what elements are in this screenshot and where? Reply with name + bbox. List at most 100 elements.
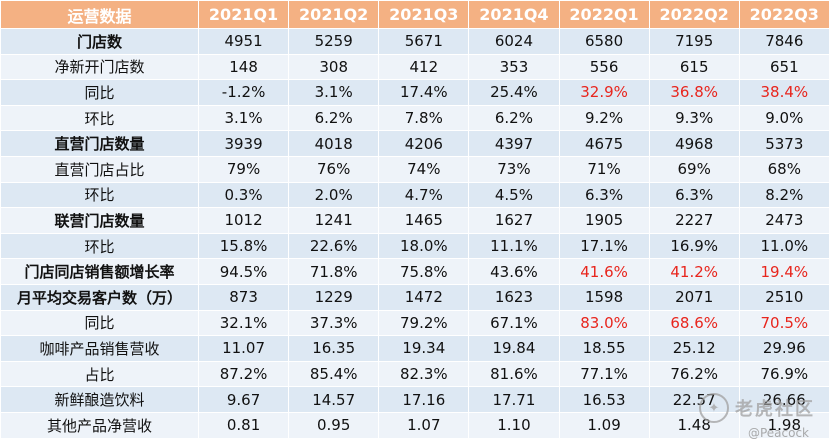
row-label: 同比 (0, 309, 199, 337)
table-cell: 6024 (468, 28, 560, 55)
table-cell: 75.8% (378, 258, 470, 285)
row-label: 其他产品净营收 (0, 411, 199, 439)
table-row: 环比 0.3% 2.0% 4.7% 4.5% 6.3% 6.3% 8.2% (0, 181, 829, 209)
header-quarter: 2022Q1 (558, 0, 650, 29)
table-cell: 71.8% (288, 258, 380, 285)
table-cell: 74% (378, 155, 470, 183)
table-cell: 19.84 (468, 335, 560, 362)
table-cell: 556 (558, 53, 650, 81)
row-label: 净新开门店数 (0, 53, 199, 81)
table-cell: 82.3% (378, 360, 470, 388)
table-cell: 17.1% (558, 232, 650, 260)
row-label: 新鲜酿造饮料 (0, 386, 199, 413)
table-cell: 2.0% (288, 181, 380, 209)
table-row: 环比 3.1% 6.2% 7.8% 6.2% 9.2% 9.3% 9.0% (0, 104, 829, 132)
table-cell: 22.6% (288, 232, 380, 260)
table-cell: 2227 (648, 207, 740, 234)
table-row: 门店数 4951 5259 5671 6024 6580 7195 7846 (0, 28, 829, 55)
table-cell: 9.67 (197, 386, 290, 413)
table-cell: 37.3% (288, 309, 380, 337)
row-label: 环比 (0, 181, 199, 209)
table-cell: 1598 (558, 283, 650, 311)
table-cell: 18.0% (378, 232, 470, 260)
header-quarter: 2021Q4 (468, 0, 560, 29)
table-cell: 76.9% (738, 360, 829, 388)
table-cell: 3939 (197, 130, 290, 157)
table-cell: 2510 (738, 283, 829, 311)
table-cell: 8.2% (738, 181, 829, 209)
table-cell: 17.71 (468, 386, 560, 413)
table-cell: 873 (197, 283, 290, 311)
table-cell: 2473 (738, 207, 829, 234)
table-cell: 4206 (378, 130, 470, 157)
row-label: 占比 (0, 360, 199, 388)
table-cell: 68% (738, 155, 829, 183)
table-cell: 6.2% (288, 104, 380, 132)
row-label: 直营门店占比 (0, 155, 199, 183)
table-cell: 19.4% (738, 258, 829, 285)
table-cell: 19.34 (378, 335, 470, 362)
table-cell: 1623 (468, 283, 560, 311)
table-cell: 5373 (738, 130, 829, 157)
table-row: 咖啡产品销售营收 11.07 16.35 19.34 19.84 18.55 25.12 29… (0, 335, 829, 362)
table-cell: 38.4% (738, 79, 829, 106)
table-row: 同比 32.1% 37.3% 79.2% 67.1% 83.0% 68.6% 70.5% (0, 309, 829, 337)
table-cell: 94.5% (197, 258, 290, 285)
table-row: 月平均交易客户数（万） 873 1229 1472 1623 1598 2071 2510 (0, 283, 829, 311)
table-cell: 9.0% (738, 104, 829, 132)
table-cell: 70.5% (738, 309, 829, 337)
table-cell: 1.98 (738, 411, 829, 439)
row-label: 环比 (0, 104, 199, 132)
row-label: 同比 (0, 79, 199, 106)
table-row: 净新开门店数 148 308 412 353 556 615 651 (0, 53, 829, 81)
table-cell: 1905 (558, 207, 650, 234)
table-cell: 6.3% (648, 181, 740, 209)
table-cell: 6580 (558, 28, 650, 55)
table-cell: 5671 (378, 28, 470, 55)
table-cell: 0.3% (197, 181, 290, 209)
table-row: 门店同店销售额增长率 94.5% 71.8% 75.8% 43.6% 41.6% 41.2%… (0, 258, 829, 285)
table-cell: 412 (378, 53, 470, 81)
table-cell: 353 (468, 53, 560, 81)
table-cell: 148 (197, 53, 290, 81)
table-cell: 9.2% (558, 104, 650, 132)
table-cell: 1.48 (648, 411, 740, 439)
table-cell: 16.53 (558, 386, 650, 413)
table-cell: 1.09 (558, 411, 650, 439)
table-cell: 14.57 (288, 386, 380, 413)
header-quarter: 2021Q2 (288, 0, 380, 29)
table-cell: 1012 (197, 207, 290, 234)
table-cell: 17.4% (378, 79, 470, 106)
header-quarter: 2022Q3 (738, 0, 829, 29)
table-cell: 68.6% (648, 309, 740, 337)
table-cell: 16.9% (648, 232, 740, 260)
table-row: 联营门店数量 1012 1241 1465 1627 1905 2227 2473 (0, 207, 829, 234)
table-cell: 4397 (468, 130, 560, 157)
table-cell: 17.16 (378, 386, 470, 413)
row-label: 月平均交易客户数（万） (0, 283, 199, 311)
table-row: 新鲜酿造饮料 9.67 14.57 17.16 17.71 16.53 22.57 26.66 (0, 386, 829, 413)
table-cell: 7.8% (378, 104, 470, 132)
table-cell: 71% (558, 155, 650, 183)
table-cell: 25.4% (468, 79, 560, 106)
table-cell: 76.2% (648, 360, 740, 388)
table-row: 环比 15.8% 22.6% 18.0% 11.1% 17.1% 16.9% 11.0% (0, 232, 829, 260)
row-label: 门店同店销售额增长率 (0, 258, 199, 285)
table-cell: 3.1% (288, 79, 380, 106)
table-cell: 79.2% (378, 309, 470, 337)
table-row: 其他产品净营收 0.81 0.95 1.07 1.10 1.09 1.48 1.98 (0, 411, 829, 439)
table-cell: 0.81 (197, 411, 290, 439)
table-cell: 15.8% (197, 232, 290, 260)
table-cell: 36.8% (648, 79, 740, 106)
table-body: 门店数 4951 5259 5671 6024 6580 7195 7846 净新开门店数 148… (0, 28, 829, 439)
table-cell: 85.4% (288, 360, 380, 388)
table-cell: 1465 (378, 207, 470, 234)
table-cell: 6.3% (558, 181, 650, 209)
table-cell: 18.55 (558, 335, 650, 362)
row-label: 门店数 (0, 28, 199, 55)
table-row: 直营门店占比 79% 76% 74% 73% 71% 69% 68% (0, 155, 829, 183)
row-label: 直营门店数量 (0, 130, 199, 157)
row-label: 环比 (0, 232, 199, 260)
